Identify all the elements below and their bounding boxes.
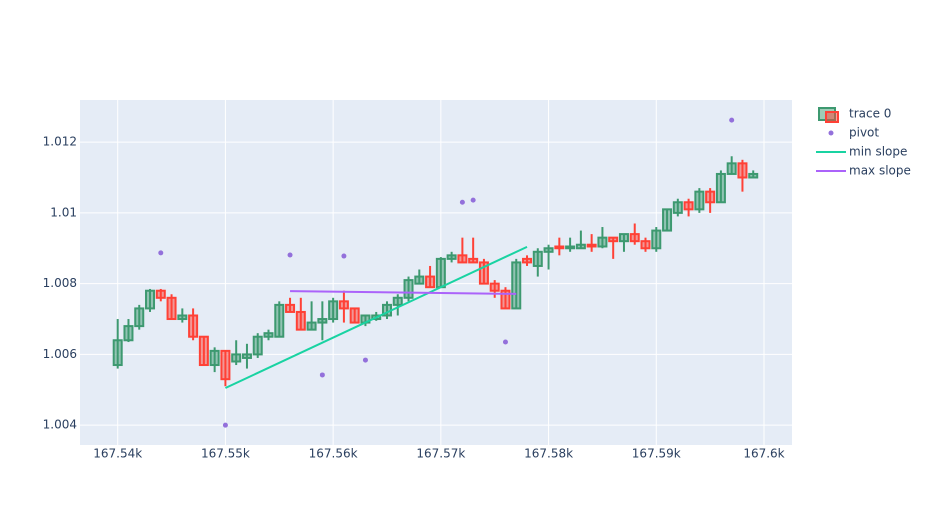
- candle-body: [198, 335, 209, 367]
- candle-body: [349, 307, 360, 324]
- candle-body: [295, 310, 306, 331]
- candle-body: [629, 233, 640, 243]
- candle-body: [618, 233, 629, 243]
- candle-body: [565, 245, 576, 250]
- legend-icon: [828, 130, 834, 136]
- candle-body: [392, 296, 403, 306]
- candle-body: [285, 303, 296, 313]
- candle-body: [532, 250, 543, 267]
- x-tick-label: 167.59k: [632, 447, 681, 461]
- candle-body: [435, 257, 446, 289]
- candle-body: [274, 303, 285, 338]
- candle-body: [478, 261, 489, 285]
- candle-body: [737, 162, 748, 179]
- candle-body: [306, 321, 317, 331]
- candle-body: [446, 254, 457, 260]
- x-tick-label: 167.56k: [309, 447, 358, 461]
- pivot-point: [287, 252, 293, 258]
- pivot-point: [459, 199, 465, 205]
- candle-body: [425, 275, 436, 289]
- slope-line: [290, 290, 517, 295]
- pivot-point: [158, 250, 164, 256]
- candle-body: [608, 236, 619, 243]
- y-tick-label: 1.01: [50, 205, 77, 219]
- candle-body: [662, 208, 673, 232]
- candle-body: [597, 236, 608, 248]
- candle-body: [683, 201, 694, 211]
- legend-label: min slope: [849, 145, 907, 159]
- x-tick-label: 167.6k: [743, 447, 784, 461]
- candle-body: [640, 240, 651, 250]
- y-tick-label: 1.006: [43, 347, 77, 361]
- candle-body: [145, 289, 156, 310]
- pivot-point: [341, 253, 347, 259]
- candle-body: [575, 243, 586, 250]
- candle-body: [672, 201, 683, 214]
- pivot-point: [470, 197, 476, 203]
- candle-body: [252, 335, 263, 356]
- pivot-point: [222, 422, 228, 428]
- x-tick-label: 167.57k: [416, 447, 465, 461]
- candle-body: [705, 190, 716, 204]
- candle-body: [166, 296, 177, 321]
- candle-body: [489, 282, 500, 292]
- legend-label: max slope: [849, 164, 911, 178]
- candle-body: [338, 300, 349, 310]
- candle-body: [112, 339, 123, 367]
- candle-body: [177, 314, 188, 321]
- candle-body: [123, 325, 134, 342]
- x-tick-label: 167.54k: [93, 447, 142, 461]
- pivot-point: [729, 117, 735, 123]
- y-tick-label: 1.004: [43, 418, 77, 432]
- candle-body: [522, 257, 533, 264]
- candle-body: [328, 300, 339, 321]
- candle-body: [726, 162, 737, 175]
- y-tick-label: 1.008: [43, 276, 77, 290]
- candle-body: [457, 254, 468, 264]
- candle-body: [188, 314, 199, 338]
- x-tick-label: 167.58k: [524, 447, 573, 461]
- y-tick-label: 1.012: [43, 135, 77, 149]
- candle-body: [543, 247, 554, 253]
- candle-body: [748, 172, 759, 179]
- candle-body: [511, 261, 522, 310]
- candle-body: [220, 349, 231, 381]
- candle-body: [651, 229, 662, 250]
- candle-body: [209, 349, 220, 367]
- candle-body: [468, 257, 479, 264]
- candle-body: [241, 353, 252, 359]
- candle-body: [231, 353, 242, 363]
- legend-icon: [825, 111, 839, 123]
- legend-label: trace 0: [849, 107, 891, 121]
- candle-body: [554, 245, 565, 250]
- candle-body: [500, 289, 511, 310]
- candle-body: [263, 332, 274, 338]
- x-tick-label: 167.55k: [201, 447, 250, 461]
- legend-label: pivot: [849, 126, 879, 140]
- candle-body: [155, 289, 166, 299]
- slope-line: [224, 245, 528, 389]
- candle-body: [403, 279, 414, 299]
- pivot-point: [362, 357, 368, 363]
- candle-body: [317, 318, 328, 324]
- candle-body: [586, 243, 597, 248]
- candle-body: [134, 307, 145, 328]
- pivot-point: [319, 372, 325, 378]
- candle-body: [694, 190, 705, 211]
- candle-body: [414, 275, 425, 285]
- candle-body: [715, 172, 726, 204]
- pivot-point: [502, 339, 508, 345]
